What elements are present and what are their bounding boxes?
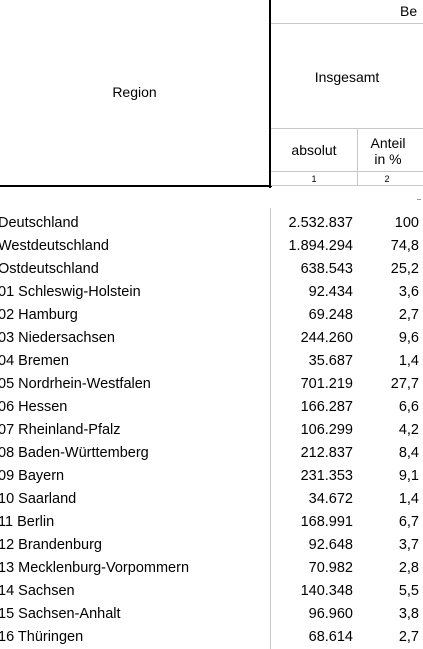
region-cell: 08 Baden-Württemberg bbox=[0, 445, 149, 461]
absolut-cell: 212.837 bbox=[300, 445, 353, 461]
header-divider-vertical bbox=[269, 0, 271, 188]
table-row: 12 Brandenburg 92.648 3,7 bbox=[0, 534, 423, 557]
absolut-cell: 244.260 bbox=[300, 330, 353, 346]
table-row: 02 Hamburg 69.248 2,7 bbox=[0, 304, 423, 327]
table-row: 03 Niedersachsen 244.260 9,6 bbox=[0, 327, 423, 350]
header-col-divider bbox=[357, 128, 358, 186]
absolut-cell: 69.248 bbox=[308, 307, 353, 323]
absolut-cell: 106.299 bbox=[300, 422, 353, 438]
table-row: Ostdeutschland 638.543 25,2 bbox=[0, 258, 423, 281]
region-cell: 13 Mecklenburg-Vorpommern bbox=[0, 560, 190, 576]
header-bottom-border bbox=[0, 185, 272, 187]
table-row: 05 Nordrhein-Westfalen 701.219 27,7 bbox=[0, 373, 423, 396]
absolut-header: absolut bbox=[291, 142, 337, 158]
absolut-cell: 68.614 bbox=[308, 629, 353, 645]
region-cell: Deutschland bbox=[0, 215, 79, 231]
anteil-cell: 1,4 bbox=[398, 491, 419, 507]
region-header: Region bbox=[112, 84, 157, 100]
absolut-cell: 166.287 bbox=[300, 399, 353, 415]
table-row: 10 Saarland 34.672 1,4 bbox=[0, 488, 423, 511]
absolut-cell: 140.348 bbox=[300, 583, 353, 599]
anteil-cell: 27,7 bbox=[390, 376, 419, 392]
absolut-cell: 34.672 bbox=[308, 491, 353, 507]
header-line-colnum-top bbox=[271, 171, 423, 172]
region-cell: 05 Nordrhein-Westfalen bbox=[0, 376, 151, 392]
region-cell: 03 Niedersachsen bbox=[0, 330, 115, 346]
region-cell: Westdeutschland bbox=[0, 238, 109, 254]
table-row: 08 Baden-Württemberg 212.837 8,4 bbox=[0, 442, 423, 465]
absolut-cell: 96.960 bbox=[308, 606, 353, 622]
column-number-2: 2 bbox=[384, 174, 390, 184]
column-number-1: 1 bbox=[311, 174, 317, 184]
region-cell: 11 Berlin bbox=[0, 514, 55, 530]
region-cell: 15 Sachsen-Anhalt bbox=[0, 606, 121, 622]
anteil-header-line1: Anteil bbox=[370, 135, 406, 151]
absolut-cell: 70.982 bbox=[308, 560, 353, 576]
absolut-cell: 1.894.294 bbox=[288, 238, 353, 254]
table-row: 13 Mecklenburg-Vorpommern 70.982 2,8 bbox=[0, 557, 423, 580]
table-row: 01 Schleswig-Holstein 92.434 3,6 bbox=[0, 281, 423, 304]
table-row: 16 Thüringen 68.614 2,7 bbox=[0, 626, 423, 649]
table-row: Deutschland 2.532.837 100 bbox=[0, 212, 423, 235]
table-row: 11 Berlin 168.991 6,7 bbox=[0, 511, 423, 534]
region-cell: 14 Sachsen bbox=[0, 583, 75, 599]
anteil-cell: 2,7 bbox=[398, 307, 419, 323]
region-cell: 06 Hessen bbox=[0, 399, 68, 415]
anteil-cell: 25,2 bbox=[390, 261, 419, 277]
anteil-cell: 1,4 bbox=[398, 353, 419, 369]
body-col-divider bbox=[270, 208, 271, 649]
absolut-cell: 2.532.837 bbox=[288, 215, 353, 231]
region-cell: 12 Brandenburg bbox=[0, 537, 102, 553]
region-cell: 07 Rheinland-Pfalz bbox=[0, 422, 121, 438]
header-line-top bbox=[271, 23, 423, 24]
table-row: 04 Bremen 35.687 1,4 bbox=[0, 350, 423, 373]
anteil-header: Anteil in % bbox=[358, 135, 418, 167]
anteil-cell: 2,7 bbox=[398, 629, 419, 645]
region-cell: 16 Thüringen bbox=[0, 629, 84, 645]
anteil-cell: 5,5 bbox=[398, 583, 419, 599]
absolut-cell: 701.219 bbox=[300, 376, 353, 392]
region-cell: 10 Saarland bbox=[0, 491, 77, 507]
anteil-cell: 3,8 bbox=[398, 606, 419, 622]
absolut-cell: 92.648 bbox=[308, 537, 353, 553]
anteil-cell: 8,4 bbox=[398, 445, 419, 461]
table-row: 09 Bayern 231.353 9,1 bbox=[0, 465, 423, 488]
group-header: Be bbox=[400, 3, 418, 19]
region-cell: 01 Schleswig-Holstein bbox=[0, 284, 141, 300]
absolut-cell: 638.543 bbox=[300, 261, 353, 277]
dash-marker bbox=[417, 199, 421, 200]
absolut-cell: 231.353 bbox=[300, 468, 353, 484]
insgesamt-header: Insgesamt bbox=[314, 69, 380, 85]
header-line-mid bbox=[271, 128, 423, 129]
anteil-cell: 6,6 bbox=[398, 399, 419, 415]
absolut-cell: 92.434 bbox=[308, 284, 353, 300]
table-row: 14 Sachsen 140.348 5,5 bbox=[0, 580, 423, 603]
region-cell: 04 Bremen bbox=[0, 353, 69, 369]
header-line-colnum-bottom bbox=[271, 185, 423, 186]
anteil-cell: 6,7 bbox=[398, 514, 419, 530]
absolut-cell: 168.991 bbox=[300, 514, 353, 530]
region-cell: Ostdeutschland bbox=[0, 261, 99, 277]
anteil-cell: 100 bbox=[394, 215, 419, 231]
anteil-cell: 3,7 bbox=[398, 537, 419, 553]
absolut-cell: 35.687 bbox=[308, 353, 353, 369]
anteil-cell: 74,8 bbox=[390, 238, 419, 254]
table-row: 07 Rheinland-Pfalz 106.299 4,2 bbox=[0, 419, 423, 442]
anteil-cell: 9,1 bbox=[398, 468, 419, 484]
table-row: Westdeutschland 1.894.294 74,8 bbox=[0, 235, 423, 258]
table-row: 15 Sachsen-Anhalt 96.960 3,8 bbox=[0, 603, 423, 626]
anteil-cell: 3,6 bbox=[398, 284, 419, 300]
anteil-cell: 4,2 bbox=[398, 422, 419, 438]
anteil-cell: 2,8 bbox=[398, 560, 419, 576]
region-cell: 02 Hamburg bbox=[0, 307, 78, 323]
table-row: 06 Hessen 166.287 6,6 bbox=[0, 396, 423, 419]
anteil-cell: 9,6 bbox=[398, 330, 419, 346]
anteil-header-line2: in % bbox=[374, 151, 402, 167]
region-cell: 09 Bayern bbox=[0, 468, 65, 484]
